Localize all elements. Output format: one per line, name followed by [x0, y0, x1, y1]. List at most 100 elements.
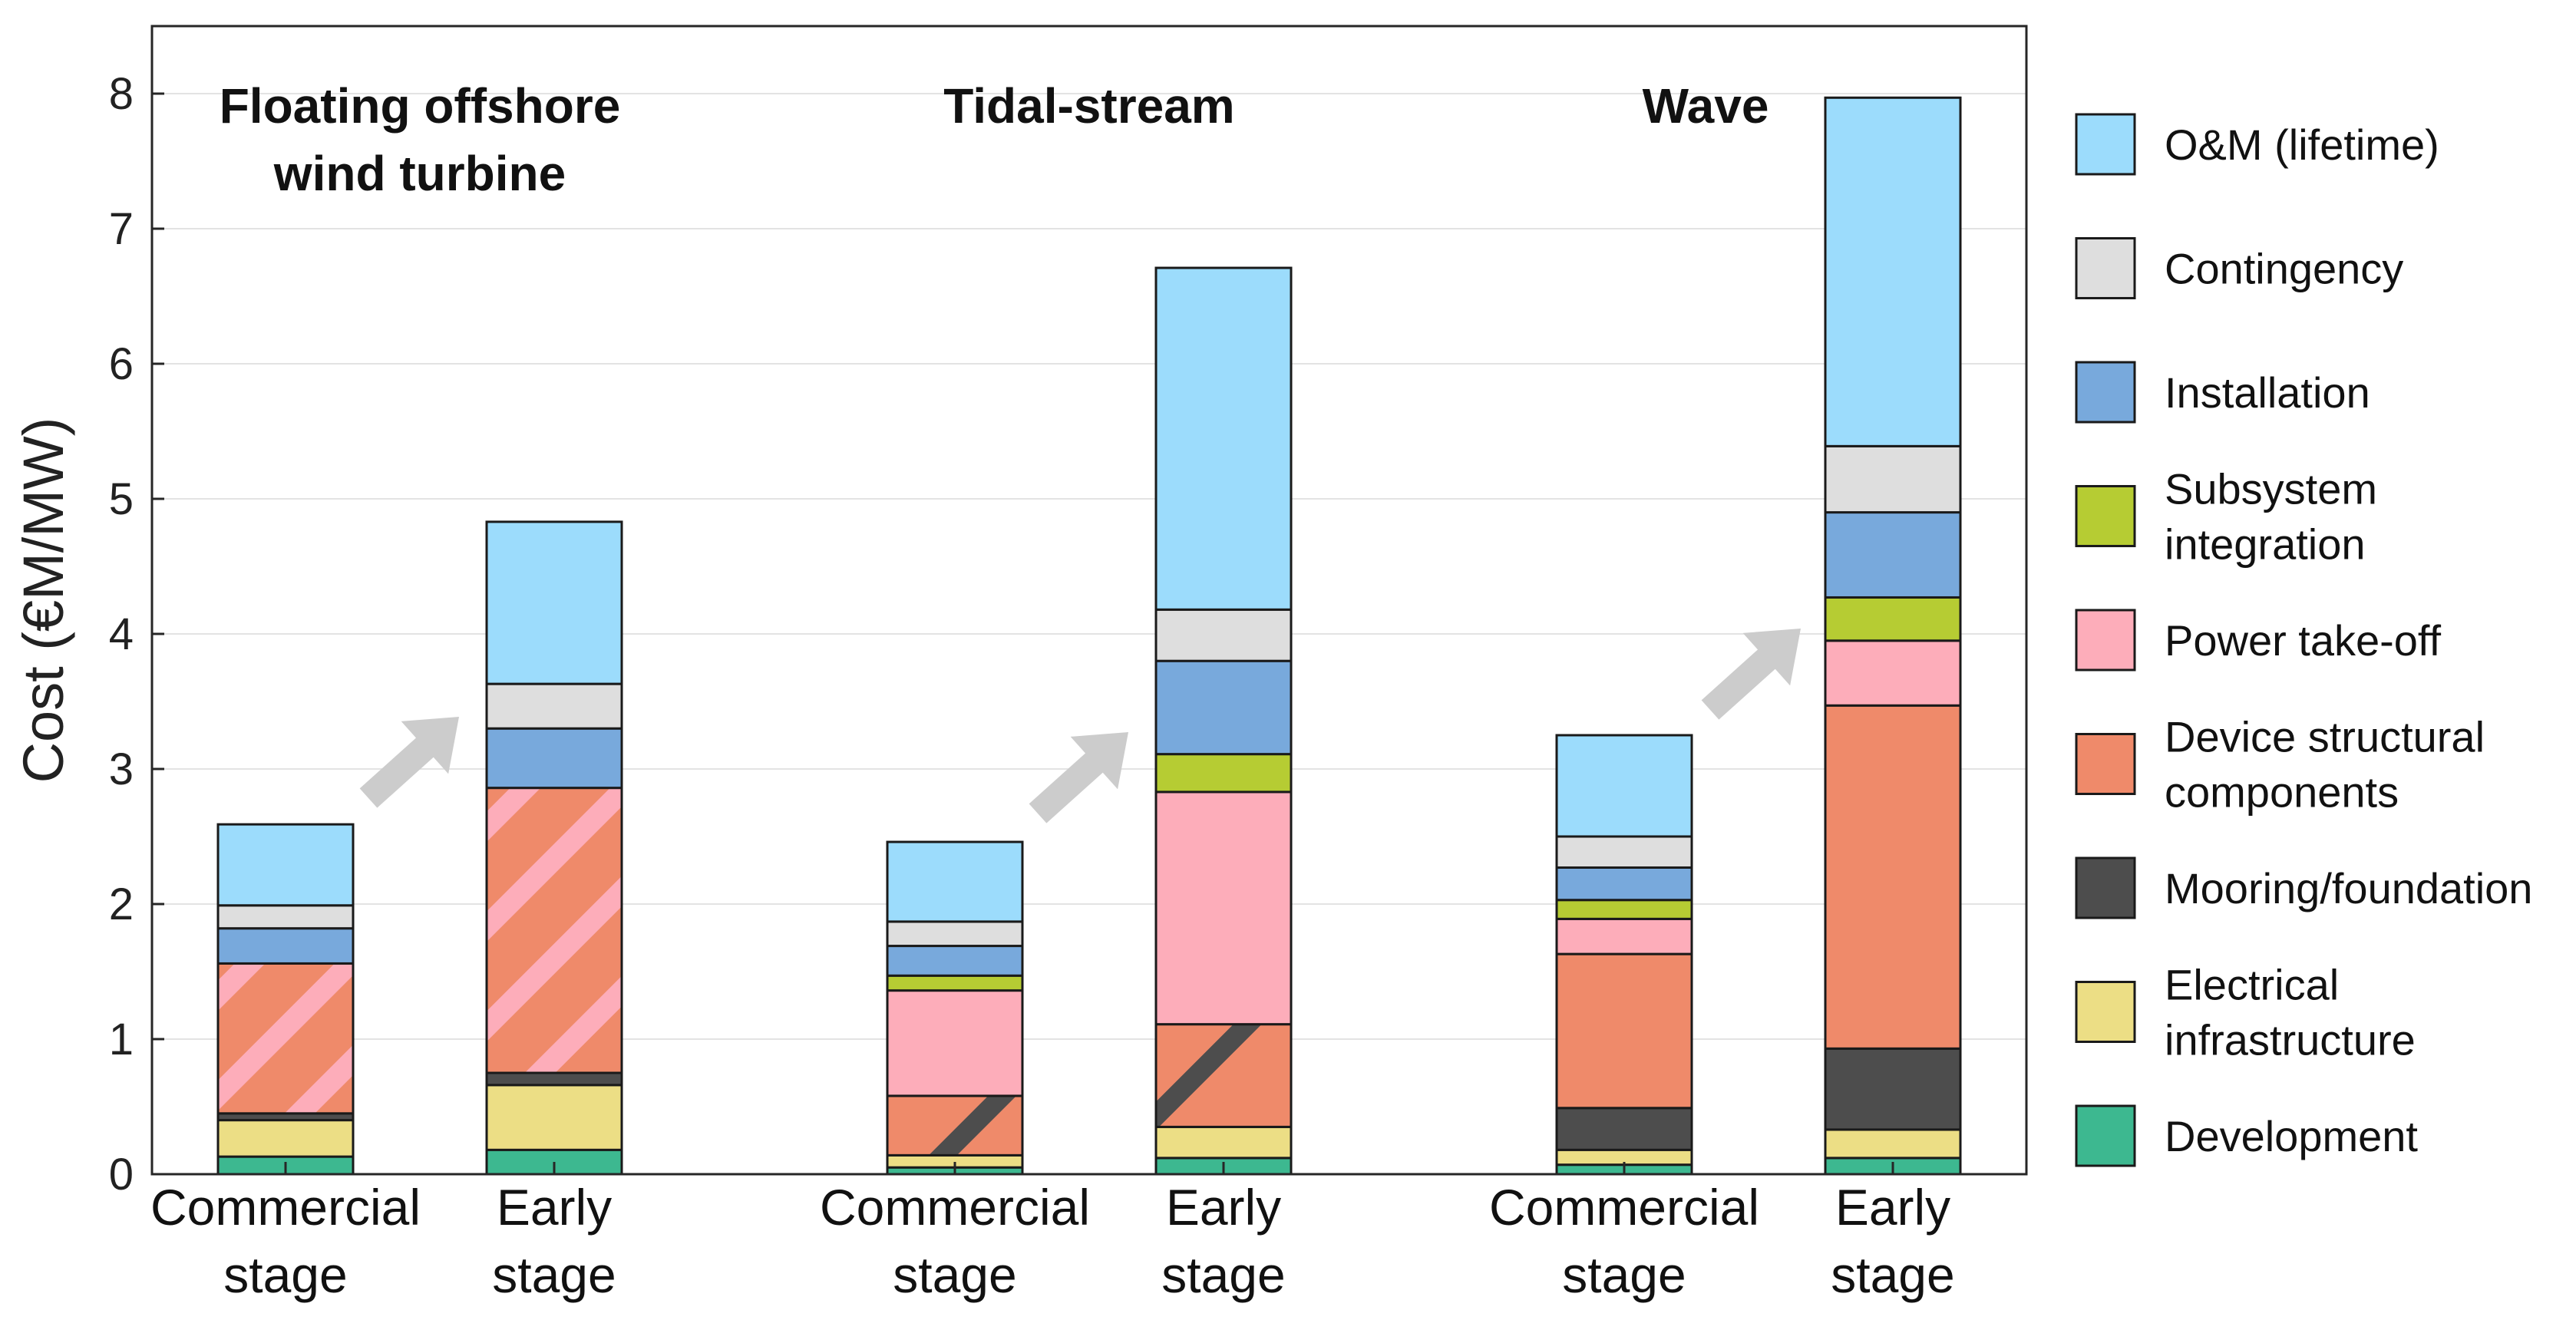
legend-swatch: [2075, 237, 2136, 299]
bar-stack-4: [1555, 734, 1693, 1176]
legend-swatch: [2075, 1104, 2136, 1167]
bar-segment: [1555, 952, 1693, 1110]
legend-swatch: [2075, 361, 2136, 424]
legend-label: infrastructure: [2165, 1016, 2416, 1064]
bar-segment: [1824, 96, 1962, 447]
legend-label: O&M (lifetime): [2165, 120, 2439, 169]
plot-frame: [150, 25, 2028, 1176]
legend-entry: O&M (lifetime): [2075, 113, 2439, 176]
axes: 0 1 2 3 4 5 6 7 8: [109, 25, 2028, 1200]
bar-segment: [886, 989, 1024, 1097]
x-category-label: Early: [497, 1179, 612, 1236]
bar-segment: [1824, 1128, 1962, 1160]
legend-label: integration: [2165, 520, 2366, 569]
y-tick-label: 8: [109, 69, 134, 119]
legend-entry: Electrical infrastructure: [2075, 961, 2416, 1064]
y-tick-label: 3: [109, 744, 134, 794]
bar-segment: [886, 974, 1024, 992]
legend-swatch: [2075, 981, 2136, 1043]
y-axis-label: Cost (€M/MW): [12, 417, 75, 784]
bar-segment: [1154, 659, 1293, 756]
bar-segment: [1555, 899, 1693, 920]
bar-segment: [1555, 734, 1693, 838]
bar-segment: [1154, 266, 1293, 611]
growth-arrow: [359, 717, 459, 808]
bar-segment: [485, 1084, 623, 1151]
legend-entry: Installation: [2075, 361, 2370, 424]
x-category-label: stage: [1831, 1246, 1954, 1303]
x-category-label: Early: [1835, 1179, 1950, 1236]
x-category-label: stage: [1562, 1246, 1686, 1303]
legend-label: Contingency: [2165, 245, 2403, 293]
bar-segment: [1824, 596, 1962, 642]
legend-entry: Power take-off: [2075, 609, 2441, 672]
group-title: Floating offshore: [220, 78, 621, 134]
bar-segment: [1555, 917, 1693, 955]
bar-stack-5: [1824, 96, 1962, 1176]
bar-segment: [485, 727, 623, 790]
bar-segment: [1824, 511, 1962, 599]
bar-segment: [1824, 444, 1962, 514]
legend-label: Power take-off: [2165, 616, 2441, 665]
gridlines: [152, 93, 2026, 1175]
bar-stack-2: [886, 840, 1024, 1176]
x-category-label: stage: [1161, 1246, 1285, 1303]
bar-segment: [1555, 1107, 1693, 1151]
bar-segment: [886, 1094, 1024, 1157]
legend-label: components: [2165, 768, 2399, 817]
x-category-label: Early: [1166, 1179, 1281, 1236]
legend-swatch: [2075, 609, 2136, 672]
y-tick-label: 0: [109, 1150, 134, 1200]
legend-swatch: [2075, 733, 2136, 795]
x-category-label: stage: [893, 1246, 1016, 1303]
bar-segment: [216, 1119, 355, 1158]
growth-arrows: [359, 629, 1801, 823]
x-category-label: Commercial: [150, 1179, 421, 1236]
bar-segment: [485, 520, 623, 685]
bar-segment: [1154, 790, 1293, 1026]
legend-label: Device structural: [2165, 713, 2485, 761]
bar-segment: [1555, 835, 1693, 869]
bar-stack-3: [1154, 266, 1293, 1176]
bar-segment: [485, 682, 623, 730]
x-category-label: stage: [492, 1246, 616, 1303]
legend-entry: Development: [2075, 1104, 2418, 1167]
y-tick-label: 4: [109, 609, 134, 659]
legend-entry: Mooring/foundation: [2075, 856, 2532, 919]
legend-label: Development: [2165, 1112, 2418, 1160]
y-tick-label: 2: [109, 879, 134, 929]
bar-segment: [216, 962, 355, 1115]
y-tick-label: 5: [109, 474, 134, 524]
bar-segment: [1824, 704, 1962, 1050]
legend-entry: Device structural components: [2075, 713, 2485, 817]
group-title: Tidal-stream: [943, 78, 1234, 134]
bar-segment: [1824, 1047, 1962, 1131]
bar-segment: [216, 927, 355, 965]
growth-arrow: [1701, 629, 1801, 720]
growth-arrow: [1029, 732, 1128, 823]
legend-swatch: [2075, 856, 2136, 919]
x-category-label: Commercial: [1489, 1179, 1759, 1236]
legend-swatch: [2075, 485, 2136, 547]
bar-segment: [1555, 866, 1693, 902]
bar-segment: [1154, 1023, 1293, 1128]
bar-segment: [216, 904, 355, 930]
legend-label: Electrical: [2165, 961, 2339, 1009]
y-tick-label: 1: [109, 1015, 134, 1064]
bar-segment: [886, 840, 1024, 923]
bar-segment: [886, 945, 1024, 977]
x-category-label: stage: [223, 1246, 347, 1303]
bar-segment: [216, 823, 355, 907]
bar-segment: [886, 920, 1024, 948]
bar-segment: [1154, 1125, 1293, 1160]
legend-label: Installation: [2165, 368, 2370, 417]
legend: O&M (lifetime) Contingency Installation Sub…: [2075, 113, 2532, 1167]
legend-entry: Subsystem integration: [2075, 465, 2377, 569]
group-title: Wave: [1643, 78, 1769, 134]
legend-entry: Contingency: [2075, 237, 2403, 299]
bar-segment: [1154, 753, 1293, 794]
legend-label: Mooring/foundation: [2165, 864, 2532, 912]
y-tick-label: 6: [109, 339, 134, 389]
x-category-label: Commercial: [820, 1179, 1090, 1236]
